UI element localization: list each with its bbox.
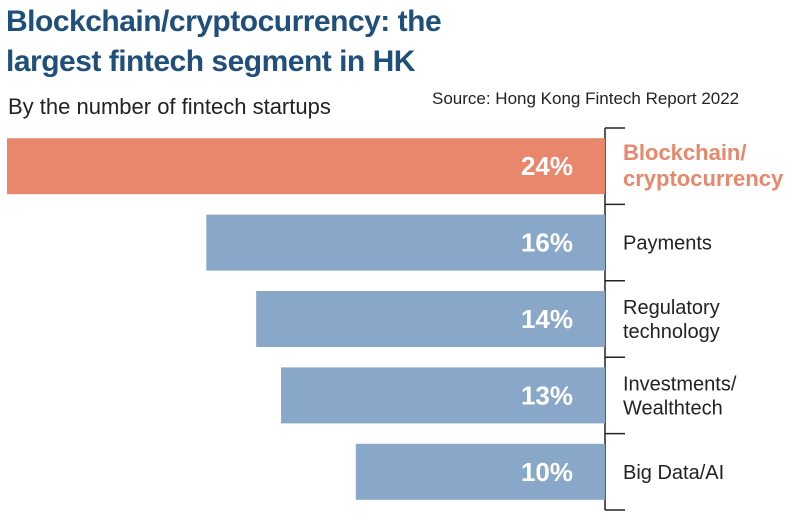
- category-label: cryptocurrency: [623, 166, 784, 191]
- category-label: Wealthtech: [623, 397, 723, 419]
- chart-subtitle: By the number of fintech startups: [8, 94, 331, 119]
- bar: [206, 214, 606, 271]
- category-label: Investments/: [623, 373, 737, 395]
- bar: [281, 367, 605, 424]
- bar-value-label: 13%: [521, 380, 573, 410]
- category-label: Blockchain/: [623, 140, 746, 165]
- bar-value-label: 10%: [521, 457, 573, 487]
- source-note: Source: Hong Kong Fintech Report 2022: [432, 89, 740, 108]
- bar-value-label: 24%: [521, 151, 573, 181]
- bar: [355, 443, 605, 500]
- category-label: Regulatory: [623, 297, 720, 319]
- bar-value-label: 16%: [521, 228, 573, 258]
- bar: [256, 291, 605, 347]
- bar: [7, 138, 605, 195]
- category-label: Big Data/AI: [623, 462, 724, 484]
- chart-title-line-2: largest fintech segment in HK: [6, 45, 415, 78]
- bar-value-label: 14%: [521, 304, 573, 334]
- category-label: Payments: [623, 233, 712, 255]
- category-label: technology: [623, 321, 720, 343]
- chart-title: Blockchain/cryptocurrency: the largest f…: [6, 2, 566, 82]
- chart-title-line-1: Blockchain/cryptocurrency: the: [6, 5, 442, 38]
